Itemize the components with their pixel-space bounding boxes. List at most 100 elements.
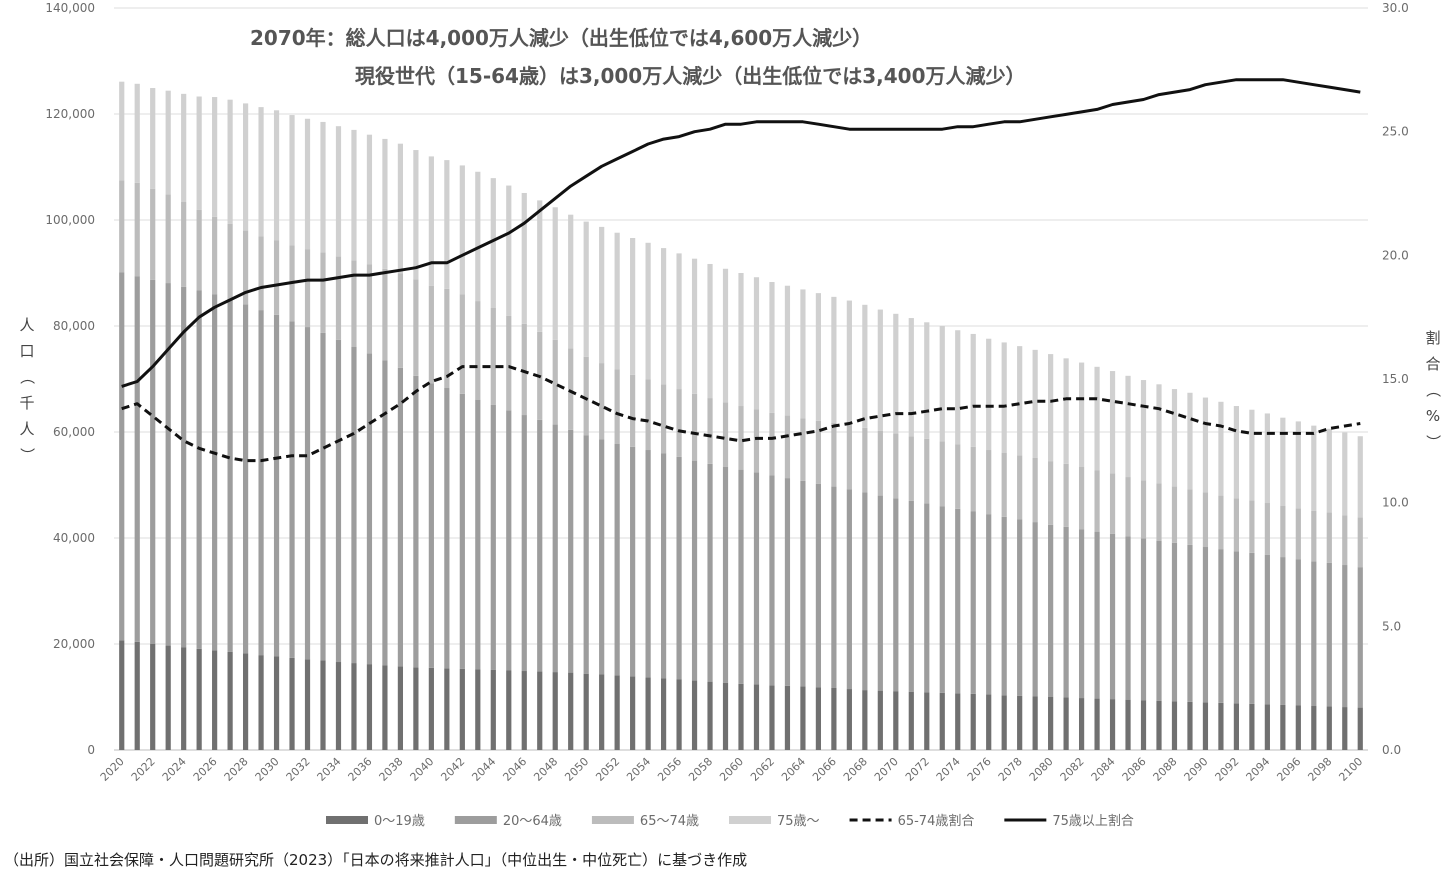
x-tick-label: 2100 <box>1336 755 1365 784</box>
legend-label-4: 65-74歳割合 <box>898 813 975 829</box>
bar-segment-2 <box>351 260 357 347</box>
bar-segment-2 <box>212 216 218 295</box>
bar-segment-2 <box>707 398 713 464</box>
x-tick-label: 2028 <box>222 755 251 784</box>
x-tick-label: 2026 <box>191 755 220 784</box>
bar-segment-2 <box>1156 483 1162 541</box>
bar-segment-2 <box>258 236 264 311</box>
bar-segment-1 <box>289 321 295 658</box>
right-axis-ticks: 0.0 5.0 10.0 15.0 20.0 25.0 30.0 <box>1382 1 1409 757</box>
x-tick-label: 2044 <box>469 755 498 784</box>
x-tick-label: 2098 <box>1305 755 1334 784</box>
bar-segment-3 <box>181 93 187 202</box>
bar-segment-2 <box>1295 508 1301 560</box>
bar-segment-2 <box>753 409 760 473</box>
x-tick-label: 2074 <box>934 755 963 784</box>
bar-segment-3 <box>351 129 357 261</box>
bar-segment-2 <box>691 393 698 461</box>
legend: 0〜19歳 20〜64歳 65〜74歳 75歳〜 65-74歳割合 75歳以上割合 <box>326 813 1134 829</box>
y-tick-label: 20,000 <box>53 637 95 651</box>
y2-tick-label: 20.0 <box>1382 248 1409 262</box>
x-axis-ticks: 2020 2022 2024 2026 2028 2030 2032 2034 2036 2038… <box>98 755 1366 784</box>
bar-segment-2 <box>1249 500 1255 553</box>
bar-segment-0 <box>212 650 218 750</box>
bar-segment-2 <box>1187 489 1193 545</box>
legend-swatch-3 <box>729 816 772 824</box>
bar-segment-0 <box>939 692 945 750</box>
bar-segment-0 <box>583 673 589 750</box>
bar-segment-3 <box>645 242 651 380</box>
bar-segment-0 <box>165 645 171 750</box>
bar-segment-3 <box>1125 375 1131 478</box>
bar-segment-0 <box>660 678 667 750</box>
bar-segment-3 <box>877 309 883 431</box>
bar-segment-0 <box>304 659 311 750</box>
bar-segment-2 <box>784 415 791 479</box>
bar-segment-2 <box>831 422 837 487</box>
bar-segment-2 <box>1218 495 1224 550</box>
bar-segment-2 <box>614 369 620 444</box>
y-tick-label: 60,000 <box>53 425 95 439</box>
bar-segment-0 <box>1218 702 1224 750</box>
bar-segment-0 <box>134 641 140 750</box>
bar-segment-0 <box>150 644 156 750</box>
bar-segment-3 <box>831 296 837 423</box>
bar-segment-3 <box>1249 409 1255 501</box>
y-axis-label-char: 人 <box>19 420 34 438</box>
x-tick-label: 2082 <box>1058 755 1087 784</box>
bar-segment-1 <box>738 469 744 684</box>
bar-segment-3 <box>1109 371 1116 474</box>
bar-segment-3 <box>1357 436 1363 518</box>
bar-segment-1 <box>722 466 729 683</box>
bar-segment-1 <box>1249 552 1255 704</box>
bar-segment-1 <box>846 489 852 690</box>
bar-segment-0 <box>552 672 558 750</box>
x-tick-label: 2048 <box>531 755 560 784</box>
y2-axis-label-char: （ <box>1424 382 1442 397</box>
y-tick-label: 0 <box>87 743 95 757</box>
bar-segment-1 <box>242 304 249 654</box>
bar-segment-1 <box>955 508 961 694</box>
left-axis-label: 人口（千人） <box>18 316 36 463</box>
bar-segment-1 <box>660 453 667 679</box>
bar-segment-3 <box>753 277 760 410</box>
bar-segment-0 <box>877 690 883 750</box>
bar-segment-0 <box>1249 703 1255 750</box>
bar-segment-3 <box>506 185 512 316</box>
x-tick-label: 2036 <box>346 755 375 784</box>
bar-segment-2 <box>1125 477 1131 537</box>
bar-segment-2 <box>181 201 187 287</box>
bar-segment-0 <box>351 663 357 750</box>
bar-segment-3 <box>382 138 388 269</box>
bar-segment-2 <box>970 446 976 512</box>
bar-segment-2 <box>1233 498 1240 552</box>
bar-segment-1 <box>181 286 187 648</box>
bar-segment-3 <box>459 165 465 295</box>
stacked-bars <box>119 81 1363 750</box>
bar-segment-0 <box>599 674 605 750</box>
y2-axis-label-char: % <box>1426 407 1440 425</box>
bar-segment-3 <box>165 90 171 195</box>
bar-segment-1 <box>134 276 140 642</box>
bar-segment-2 <box>1311 510 1317 562</box>
bar-segment-1 <box>1187 544 1193 702</box>
bar-segment-1 <box>196 290 202 649</box>
bar-segment-3 <box>986 338 992 451</box>
bar-segment-0 <box>893 691 899 750</box>
bar-segment-3 <box>924 322 930 439</box>
y2-axis-label-char: 合 <box>1425 355 1440 373</box>
bar-segment-3 <box>521 192 527 324</box>
bar-segment-2 <box>459 294 465 394</box>
bar-segment-3 <box>1017 346 1023 456</box>
bar-segment-0 <box>320 660 326 750</box>
x-tick-label: 2030 <box>253 755 282 784</box>
bar-segment-2 <box>924 438 930 504</box>
bar-segment-3 <box>119 81 125 181</box>
bar-segment-2 <box>428 285 434 384</box>
x-tick-label: 2088 <box>1151 755 1180 784</box>
bar-segment-1 <box>382 360 388 666</box>
y2-tick-label: 15.0 <box>1382 372 1409 386</box>
bar-segment-1 <box>908 500 914 692</box>
bar-segment-0 <box>1109 699 1116 750</box>
bar-segment-1 <box>351 346 357 664</box>
